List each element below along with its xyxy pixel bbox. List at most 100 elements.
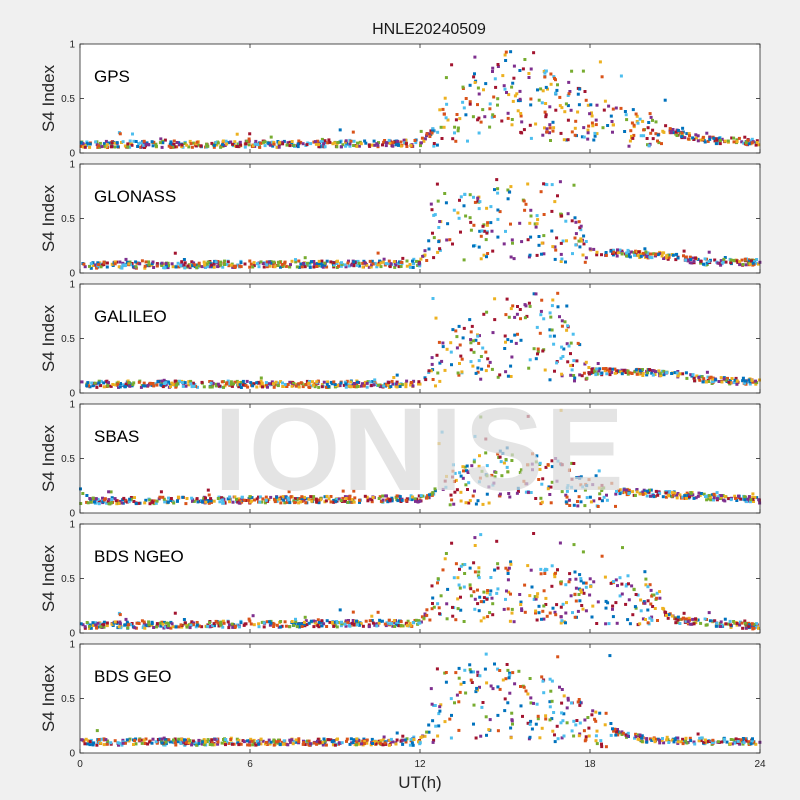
data-point	[264, 495, 268, 499]
data-point	[506, 578, 510, 582]
data-point	[328, 620, 332, 624]
data-point	[571, 332, 575, 336]
data-point	[654, 253, 658, 257]
data-point	[567, 498, 571, 502]
data-point	[718, 142, 722, 146]
data-point	[519, 114, 523, 118]
data-point	[337, 497, 341, 501]
data-point	[459, 490, 463, 494]
data-point	[150, 262, 154, 266]
data-point	[566, 104, 570, 108]
data-point	[356, 621, 359, 625]
data-point	[476, 673, 480, 677]
data-point	[89, 262, 93, 266]
data-point	[242, 498, 246, 502]
data-point	[504, 59, 508, 62]
data-point	[184, 384, 188, 388]
data-point	[454, 618, 458, 622]
panel-label: SBAS	[94, 427, 139, 446]
data-point	[392, 376, 396, 379]
data-point	[590, 114, 594, 118]
data-point	[479, 234, 483, 238]
data-point	[102, 625, 106, 629]
data-point	[414, 141, 418, 145]
data-point	[310, 260, 313, 264]
data-point	[244, 499, 248, 502]
data-point	[158, 621, 162, 625]
data-point	[465, 469, 468, 473]
data-point	[724, 260, 728, 264]
data-point	[251, 743, 255, 747]
data-point	[518, 308, 522, 311]
data-point	[577, 734, 581, 738]
data-point	[738, 742, 742, 746]
data-point	[528, 123, 532, 127]
data-point	[675, 493, 679, 497]
data-point	[508, 673, 512, 677]
data-point	[757, 143, 761, 147]
data-point	[347, 623, 351, 627]
data-point	[427, 496, 431, 500]
data-point	[594, 373, 598, 377]
data-point	[123, 741, 127, 745]
data-point	[235, 145, 239, 148]
data-point	[449, 350, 453, 354]
data-point	[357, 144, 361, 148]
data-point	[633, 605, 637, 609]
data-point	[509, 592, 512, 596]
data-point	[464, 501, 468, 505]
data-point	[691, 136, 695, 140]
data-point	[142, 384, 145, 388]
data-point	[169, 626, 173, 630]
data-point	[151, 382, 155, 385]
data-point	[368, 380, 372, 384]
data-point	[506, 568, 510, 572]
data-point	[553, 200, 557, 204]
data-point	[350, 498, 354, 501]
data-point	[513, 94, 517, 98]
data-point	[419, 257, 423, 261]
data-point	[191, 264, 195, 268]
data-point	[627, 144, 631, 148]
data-point	[133, 626, 137, 630]
data-point	[191, 498, 195, 502]
data-point	[754, 625, 758, 629]
data-point	[167, 264, 170, 268]
data-point	[294, 738, 298, 742]
data-point	[582, 581, 586, 585]
data-point	[726, 622, 730, 626]
data-point	[213, 737, 217, 741]
data-point	[688, 261, 692, 265]
data-point	[325, 382, 329, 386]
data-point	[373, 378, 377, 382]
data-point	[228, 495, 232, 499]
data-point	[587, 366, 591, 369]
data-point	[634, 732, 638, 736]
data-point	[490, 229, 494, 233]
data-point	[488, 592, 492, 596]
data-point	[255, 497, 259, 501]
data-point	[394, 382, 398, 386]
data-point	[339, 624, 343, 628]
data-point	[498, 455, 502, 459]
data-point	[466, 488, 469, 491]
data-point	[315, 742, 319, 746]
data-point	[219, 623, 223, 627]
data-point	[206, 264, 210, 268]
data-point	[555, 236, 559, 240]
data-point	[388, 622, 392, 626]
data-point	[127, 381, 131, 385]
data-point	[473, 607, 477, 611]
data-point	[626, 372, 630, 376]
data-point	[387, 618, 391, 622]
data-point	[506, 111, 510, 115]
data-point	[177, 141, 181, 145]
data-point	[110, 141, 114, 145]
data-point	[652, 252, 656, 256]
data-point	[396, 142, 400, 146]
data-point	[156, 738, 160, 741]
data-point	[248, 619, 252, 623]
data-point	[516, 305, 519, 308]
data-point	[297, 737, 301, 741]
data-point	[232, 742, 236, 746]
